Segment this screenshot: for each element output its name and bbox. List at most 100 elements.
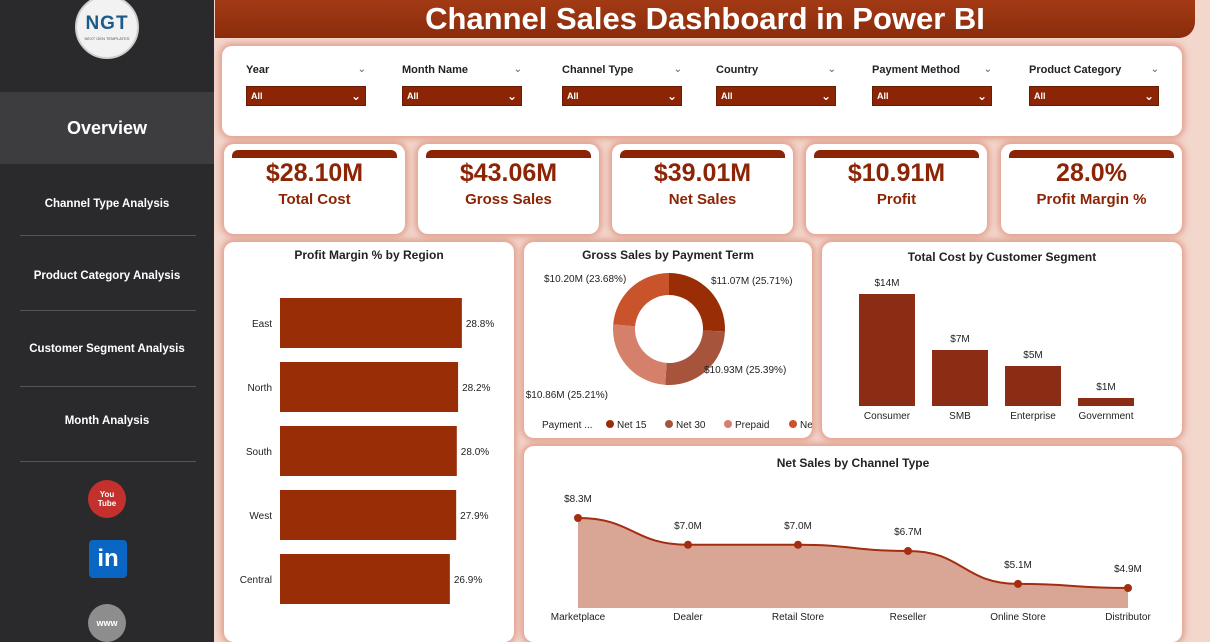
page-title: Channel Sales Dashboard in Power BI (425, 1, 985, 36)
channel-value-label: $7.0M (674, 521, 702, 532)
filter-label: Month Name (402, 64, 468, 76)
segment-value-label: $1M (1096, 382, 1115, 393)
nav-item-customer-segment-analysis[interactable]: Customer Segment Analysis (29, 343, 185, 355)
chevron-down-icon[interactable]: ⌄ (513, 64, 522, 75)
month-name-dropdown[interactable]: All ⌄ (402, 86, 522, 106)
globe-icon-text: www (96, 618, 118, 628)
filter-label: Product Category (1029, 64, 1122, 76)
nav-divider (20, 461, 196, 462)
chevron-down-icon[interactable]: ⌄ (357, 64, 366, 75)
year-dropdown[interactable]: All ⌄ (246, 86, 366, 106)
region-axis-label: North (248, 383, 272, 394)
segment-value-label: $5M (1023, 350, 1042, 361)
chevron-down-icon[interactable]: ⌄ (983, 64, 992, 75)
chevron-down-icon: ⌄ (666, 89, 677, 103)
region-value-label: 27.9% (460, 511, 488, 522)
channel-line (577, 517, 1129, 589)
kpi-label: Gross Sales (465, 191, 552, 208)
filter-value: All (1034, 91, 1046, 101)
channel-point (1014, 579, 1022, 588)
youtube-icon[interactable]: You Tube (88, 480, 126, 518)
chevron-down-icon: ⌄ (350, 89, 361, 103)
filter-value: All (877, 91, 889, 101)
donut-slice-label: $10.20M (23.68%) (544, 274, 626, 285)
channel-point (904, 546, 912, 555)
donut-slice (665, 330, 725, 385)
logo-subtext: NEXT GEN TEMPLATES (84, 36, 130, 41)
filter-year: Year ⌄ All ⌄ (246, 64, 366, 106)
kpi-card-gross-sales: $43.06M Gross Sales (418, 144, 599, 234)
country-dropdown[interactable]: All ⌄ (716, 86, 836, 106)
region-axis-label: West (249, 511, 272, 522)
region-axis-label: South (246, 447, 272, 458)
nav-item-month-analysis[interactable]: Month Analysis (64, 415, 150, 427)
filter-payment-method: Payment Method ⌄ All ⌄ (872, 64, 992, 106)
chevron-down-icon[interactable]: ⌄ (673, 64, 682, 75)
channel-value-label: $5.1M (1004, 560, 1032, 571)
segment-value-label: $7M (950, 334, 969, 345)
chevron-down-icon: ⌄ (820, 89, 831, 103)
channel-axis-label: Marketplace (551, 612, 606, 623)
segment-bar-chart: $14M Consumer $7M SMB $5M Enterprise $1M Govern… (859, 278, 1134, 422)
segment-value-label: $14M (874, 278, 899, 289)
channel-type-dropdown[interactable]: All ⌄ (562, 86, 682, 106)
chevron-down-icon[interactable]: ⌄ (827, 64, 836, 75)
filter-label: Country (716, 64, 759, 76)
product-category-dropdown[interactable]: All ⌄ (1029, 86, 1159, 106)
kpi-card-profit: $10.91M Profit (806, 144, 987, 234)
region-value-label: 26.9% (454, 575, 482, 586)
chart-net-sales-by-channel-type: Net Sales by Channel Type $8.3M Marketpla… (524, 446, 1182, 642)
channel-value-label: $6.7M (894, 527, 922, 538)
channel-value-label: $8.3M (564, 494, 592, 505)
chart-profit-margin-by-region: Profit Margin % by Region East 28.8% North… (224, 242, 514, 642)
payment-term-donut-chart: $11.07M (25.71%) $10.93M (25.39%) $10.86M … (526, 273, 812, 431)
region-axis-label: Central (240, 575, 272, 586)
nav-item-channel-type-analysis[interactable]: Channel Type Analysis (44, 198, 170, 210)
segment-bar (859, 294, 915, 406)
kpi-card-net-sales: $39.01M Net Sales (612, 144, 793, 234)
filter-product-category: Product Category ⌄ All ⌄ (1029, 64, 1159, 106)
nav-divider (20, 386, 196, 387)
filter-label: Payment Method (872, 64, 961, 76)
filter-value: All (407, 91, 419, 101)
channel-area-chart: $8.3M Marketplace $7.0M Dealer $7.0M Retail S… (551, 494, 1152, 623)
region-bar (280, 298, 462, 348)
legend-label: Net 30 (676, 420, 706, 431)
region-bar-chart: East 28.8% North 28.2% South 28.0% West 27.9% Ce… (240, 298, 494, 604)
kpi-value: $28.10M (265, 159, 364, 187)
region-bar (280, 362, 459, 412)
filter-value: All (251, 91, 263, 101)
kpi-value: $39.01M (653, 159, 752, 187)
globe-icon[interactable]: www (88, 604, 126, 642)
segment-axis-label: SMB (949, 411, 971, 422)
filter-value: All (721, 91, 733, 101)
filter-country: Country ⌄ All ⌄ (716, 64, 836, 106)
chart-total-cost-by-customer-segment: Total Cost by Customer Segment $14M Consu… (822, 242, 1182, 438)
segment-bar (932, 350, 988, 406)
nav-item-product-category-analysis[interactable]: Product Category Analysis (33, 270, 181, 282)
donut-slice-label: $11.07M (25.71%) (711, 276, 793, 287)
region-bar (280, 490, 457, 540)
nav-item-overview[interactable]: Overview (0, 92, 214, 164)
donut-slice (613, 273, 669, 327)
youtube-icon-text: You Tube (97, 490, 117, 508)
payment-method-dropdown[interactable]: All ⌄ (872, 86, 992, 106)
segment-axis-label: Government (1078, 411, 1133, 422)
legend-marker (724, 420, 732, 428)
chart-title: Total Cost by Customer Segment (907, 250, 1097, 264)
filter-channel-type: Channel Type ⌄ All ⌄ (562, 64, 682, 106)
legend-marker (606, 420, 614, 428)
filter-month-name: Month Name ⌄ All ⌄ (402, 64, 522, 106)
channel-axis-label: Retail Store (772, 612, 825, 623)
logo[interactable]: NGT NEXT GEN TEMPLATES (75, 0, 139, 59)
kpi-label: Net Sales (668, 191, 737, 208)
legend-label: Net 15 (617, 420, 647, 431)
kpi-label: Total Cost (278, 191, 351, 208)
header-bar: Channel Sales Dashboard in Power BI (215, 0, 1195, 38)
filter-panel: Year ⌄ All ⌄ Month Name ⌄ All ⌄ Channel Type… (222, 46, 1182, 136)
chevron-down-icon: ⌄ (1143, 89, 1154, 103)
linkedin-icon[interactable]: in (89, 540, 127, 578)
legend-marker (665, 420, 673, 428)
filter-label: Channel Type (562, 64, 634, 76)
chevron-down-icon[interactable]: ⌄ (1150, 64, 1159, 75)
